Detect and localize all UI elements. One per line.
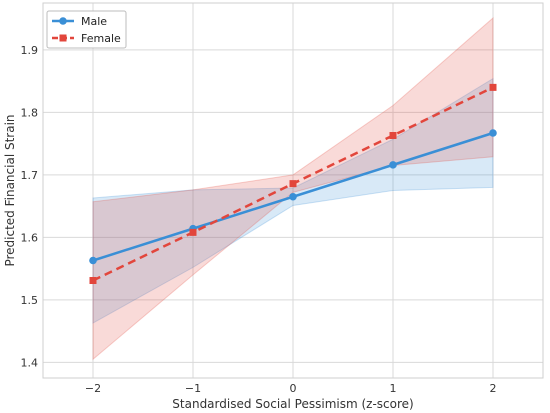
female-point xyxy=(189,228,197,236)
male-point xyxy=(89,256,97,265)
y-axis-label: Predicted Financial Strain xyxy=(3,114,17,266)
female-point xyxy=(389,132,397,139)
legend-male-label: Male xyxy=(81,15,107,28)
x-tick-label: −2 xyxy=(85,382,101,395)
confidence-bands xyxy=(92,16,494,361)
x-tick-label: 1 xyxy=(390,382,397,395)
x-tick-label: 2 xyxy=(490,382,497,395)
legend-female-marker xyxy=(59,34,67,42)
y-tick-label: 1.5 xyxy=(21,294,39,307)
legend-male-marker xyxy=(59,17,67,25)
male-point xyxy=(389,161,397,169)
legend: Male Female xyxy=(46,10,127,49)
male-point xyxy=(489,129,497,137)
x-tick-label: 0 xyxy=(290,382,297,395)
x-tick-labels: −2 −1 0 1 2 xyxy=(85,382,497,395)
y-tick-label: 1.7 xyxy=(21,169,39,182)
y-tick-labels: 1.4 1.5 1.6 1.7 1.8 1.9 xyxy=(21,44,39,370)
x-tick-label: −1 xyxy=(185,382,201,395)
female-point xyxy=(89,277,97,284)
female-point xyxy=(289,180,297,188)
grid xyxy=(43,3,543,378)
y-tick-label: 1.9 xyxy=(21,44,39,57)
female-confidence-band xyxy=(92,16,494,361)
female-point xyxy=(489,83,497,91)
series-markers xyxy=(89,83,497,284)
y-tick-label: 1.4 xyxy=(21,356,39,369)
plot-frame xyxy=(42,2,544,379)
y-tick-label: 1.8 xyxy=(21,106,39,119)
male-confidence-band xyxy=(92,77,494,324)
male-point xyxy=(289,192,297,201)
y-tick-label: 1.6 xyxy=(21,231,39,244)
legend-female-label: Female xyxy=(81,32,121,45)
x-axis-label: Standardised Social Pessimism (z-score) xyxy=(172,397,413,411)
